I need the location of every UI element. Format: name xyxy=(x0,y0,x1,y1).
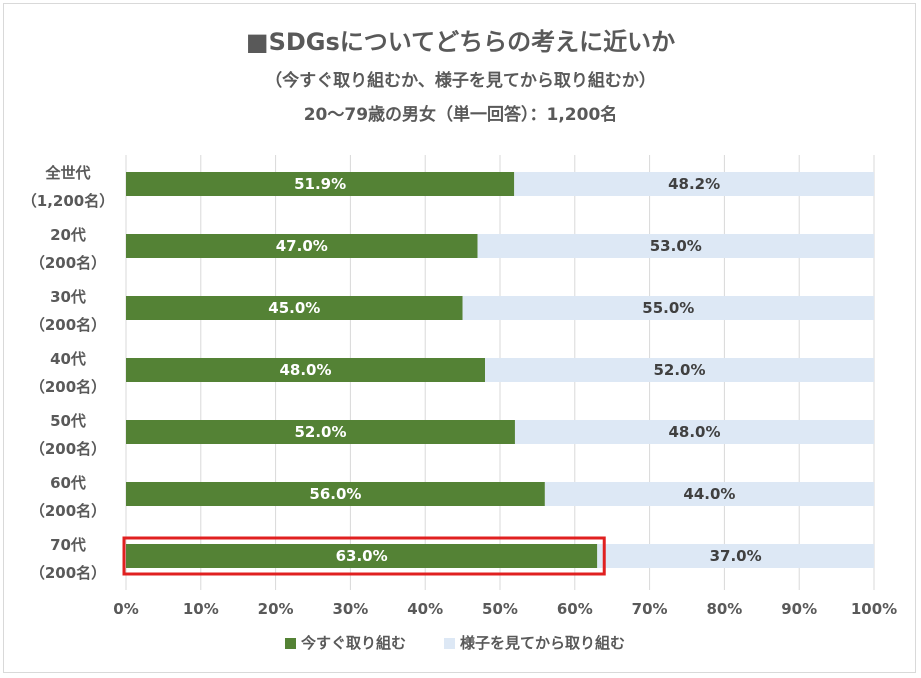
category-count: （200名） xyxy=(30,564,106,582)
x-tick-label: 50% xyxy=(482,600,518,618)
data-label: 44.0% xyxy=(683,485,735,503)
data-label: 63.0% xyxy=(336,547,388,565)
x-tick-label: 80% xyxy=(706,600,742,618)
legend-label-now: 今すぐ取り組む xyxy=(300,634,406,652)
bar-now xyxy=(126,544,598,568)
legend-swatch-wait xyxy=(444,638,455,649)
category-label: 70代 xyxy=(50,536,86,554)
bar-now xyxy=(126,172,515,196)
legend-swatch-now xyxy=(285,638,296,649)
x-tick-label: 70% xyxy=(632,600,668,618)
bar-wait xyxy=(544,482,874,506)
bar-wait xyxy=(597,544,874,568)
bar-wait xyxy=(514,420,874,444)
data-label: 52.0% xyxy=(653,361,705,379)
x-tick-label: 0% xyxy=(113,600,138,618)
x-tick-label: 90% xyxy=(781,600,817,618)
category-count: （200名） xyxy=(30,378,106,396)
category-label: 20代 xyxy=(50,226,86,244)
category-label: 40代 xyxy=(50,350,86,368)
data-label: 52.0% xyxy=(294,423,346,441)
category-count: （200名） xyxy=(30,502,106,520)
data-label: 53.0% xyxy=(650,237,702,255)
x-tick-label: 20% xyxy=(258,600,294,618)
category-count: （1,200名） xyxy=(22,192,114,210)
bar-wait xyxy=(514,172,874,196)
data-label: 48.2% xyxy=(668,175,720,193)
chart-note: 20〜79歳の男女（単一回答）：1,200名 xyxy=(303,105,618,125)
data-label: 48.0% xyxy=(668,423,720,441)
bar-now xyxy=(126,234,478,258)
chart-subtitle: （今すぐ取り組むか、様子を見てから取り組むか） xyxy=(265,71,656,91)
bar-now xyxy=(126,420,515,444)
bar-wait xyxy=(462,296,874,320)
category-count: （200名） xyxy=(30,254,106,272)
data-label: 56.0% xyxy=(309,485,361,503)
bar-now xyxy=(126,482,545,506)
x-tick-label: 40% xyxy=(407,600,443,618)
x-tick-label: 100% xyxy=(851,600,897,618)
legend-label-wait: 様子を見てから取り組む xyxy=(460,634,625,652)
data-label: 37.0% xyxy=(710,547,762,565)
category-label: 30代 xyxy=(50,288,86,306)
data-label: 48.0% xyxy=(279,361,331,379)
data-label: 51.9% xyxy=(294,175,346,193)
category-label: 60代 xyxy=(50,474,86,492)
x-tick-label: 30% xyxy=(332,600,368,618)
bar-wait xyxy=(485,358,874,382)
highlight-box xyxy=(122,536,606,576)
bar-now xyxy=(126,358,486,382)
category-label: 50代 xyxy=(50,412,86,430)
bar-now xyxy=(126,296,463,320)
x-tick-label: 60% xyxy=(557,600,593,618)
bar-wait xyxy=(477,234,874,258)
data-label: 47.0% xyxy=(276,237,328,255)
category-count: （200名） xyxy=(30,316,106,334)
category-count: （200名） xyxy=(30,440,106,458)
x-tick-label: 10% xyxy=(183,600,219,618)
data-label: 55.0% xyxy=(642,299,694,317)
category-label: 全世代 xyxy=(44,164,90,182)
data-label: 45.0% xyxy=(268,299,320,317)
chart-title: ■SDGsについてどちらの考えに近いか xyxy=(245,28,676,56)
